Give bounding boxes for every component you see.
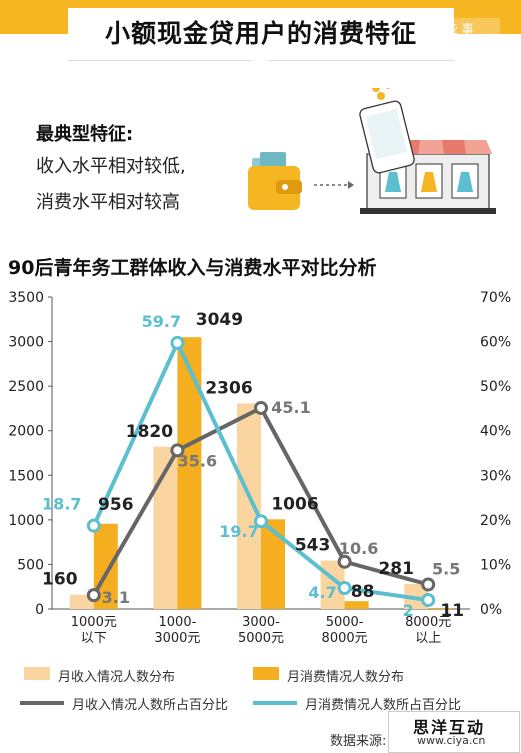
legend-swatch-consumption-bar [253, 667, 279, 680]
page-title: 小额现金贷用户的消费特征 [104, 19, 417, 48]
y-tick-label: 500 [17, 557, 44, 573]
point-income [421, 577, 436, 592]
feature-line-2: 消费水平相对较高 [36, 192, 180, 213]
logo-url: www.ciya.cn [417, 734, 486, 747]
legend-swatch-income-bar [24, 667, 50, 680]
title-pointer [251, 60, 269, 70]
legend-consumption-bar: 月消费情况人数分布 [287, 670, 405, 685]
legend-swatch-income-line [20, 701, 64, 705]
logo-badge: 思洋互动 www.ciya.cn [388, 711, 520, 753]
data-label-income-bar: 543 [295, 536, 331, 556]
data-label-income-bar: 1820 [126, 422, 173, 442]
data-label-consumption-pct: 4.7 [308, 583, 336, 602]
y2-tick-label: 60% [480, 335, 511, 351]
bar-consumption [344, 601, 369, 609]
feature-heading: 最典型特征: [36, 124, 134, 145]
y-tick-label: 2000 [8, 424, 44, 440]
feature-line-1: 收入水平相对较低, [36, 156, 186, 177]
y-tick-label: 3000 [8, 335, 44, 351]
data-label-consumption-bar: 88 [351, 582, 375, 602]
point-consumption [337, 581, 352, 596]
bar-consumption [261, 519, 285, 609]
data-source: 数据来源: 清 [330, 734, 404, 749]
x-tick-label: 1000-3000元 [154, 615, 200, 646]
y2-tick-label: 0% [480, 602, 502, 618]
chart-title: 90后青年务工群体收入与消费水平对比分析 [8, 257, 377, 279]
data-label-consumption-bar: 1006 [271, 494, 318, 514]
wallet-shop-illustration [248, 88, 496, 214]
x-tick-label: 8000元以上 [405, 615, 451, 646]
legend-consumption-line: 月消费情况人数所占百分比 [305, 698, 462, 713]
logo-name: 思洋互动 [413, 718, 486, 737]
bar-consumption [177, 337, 202, 609]
y-tick-label: 3500 [8, 290, 44, 306]
data-label-consumption-pct: 2 [403, 601, 414, 620]
y-tick-label: 1000 [8, 513, 44, 529]
y2-tick-label: 70% [480, 290, 511, 306]
data-label-consumption-pct: 19.7 [219, 522, 258, 541]
y2-tick-label: 40% [480, 424, 511, 440]
data-label-income-pct: 5.5 [432, 559, 460, 578]
data-label-consumption-pct: 59.7 [142, 312, 181, 331]
data-label-income-bar: 160 [42, 570, 78, 590]
legend-income-line: 月收入情况人数所占百分比 [72, 698, 229, 713]
x-tick-label: 1000元以下 [71, 615, 117, 646]
point-consumption [170, 335, 185, 350]
point-income [254, 400, 268, 415]
income-consumption-chart: 0 500 1000 1500 2000 2500 3000 3500 0% 10% 20% 30% 4… [8, 290, 511, 646]
title-box [68, 8, 454, 60]
legend-swatch-consumption-line [253, 701, 297, 705]
dotted-arrow [314, 181, 354, 189]
legend-income-bar: 月收入情况人数分布 [58, 670, 176, 685]
point-consumption [254, 514, 268, 529]
data-label-consumption-bar: 11 [440, 601, 464, 621]
y-tick-label: 2500 [8, 379, 44, 395]
point-income [337, 554, 352, 569]
x-tick-label: 3000-5000元 [238, 615, 284, 646]
x-tick-label: 5000-8000元 [322, 615, 368, 646]
data-label-income-bar: 2306 [205, 378, 252, 398]
y-tick-label: 0 [35, 602, 44, 618]
y2-tick-label: 30% [480, 468, 511, 484]
wallet-icon [248, 152, 302, 210]
data-label-consumption-bar: 956 [98, 495, 134, 515]
y-tick-label: 1500 [8, 468, 44, 484]
phone-icon [359, 88, 415, 174]
bar-income [237, 403, 261, 609]
point-consumption [421, 593, 436, 608]
data-label-income-pct: 35.6 [178, 451, 217, 470]
data-label-income-bar: 281 [378, 559, 414, 579]
point-income [86, 588, 101, 603]
data-label-income-pct: 3.1 [102, 588, 130, 607]
bar-consumption [428, 608, 453, 609]
point-consumption [86, 518, 101, 533]
y2-tick-label: 10% [480, 557, 511, 573]
point-income [170, 443, 185, 458]
y2-tick-label: 20% [480, 513, 511, 529]
data-label-income-pct: 45.1 [271, 398, 310, 417]
data-label-consumption-pct: 18.7 [42, 495, 81, 514]
data-label-consumption-bar: 3049 [196, 310, 243, 330]
y2-tick-label: 50% [480, 379, 511, 395]
data-label-income-pct: 10.6 [339, 539, 378, 558]
